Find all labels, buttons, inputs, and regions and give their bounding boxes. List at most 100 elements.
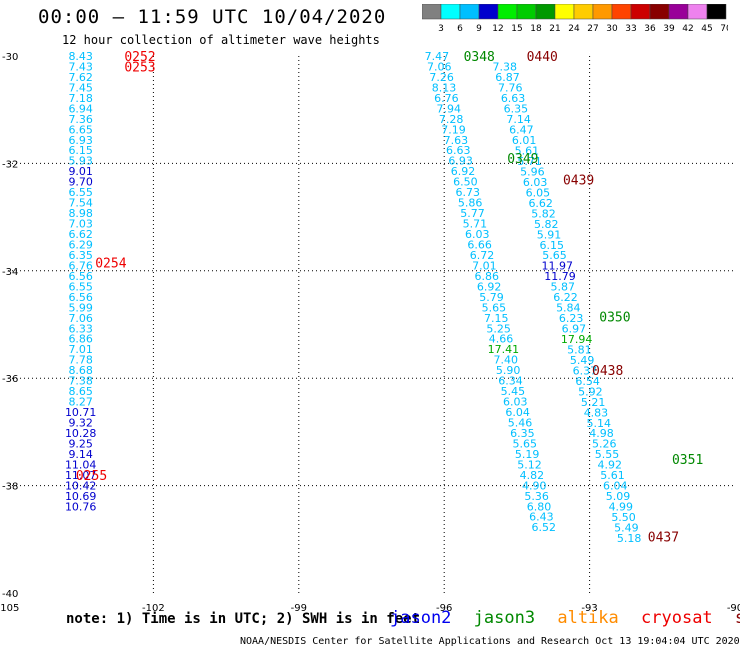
wave-height-value: 9.70 xyxy=(68,176,93,189)
wave-height-value: 6.55 xyxy=(68,186,93,199)
lon-tick-label: -96 xyxy=(436,603,452,614)
wave-height-value: 6.80 xyxy=(527,500,552,513)
wave-height-value: 7.63 xyxy=(444,134,469,147)
wave-height-value: 6.34 xyxy=(498,375,523,388)
color-scale-label: 70 xyxy=(720,24,728,34)
pass-time-label: 0351 xyxy=(672,453,703,468)
wave-height-value: 11.79 xyxy=(544,270,576,283)
color-scale-label: 18 xyxy=(530,24,542,34)
wave-height-value: 6.33 xyxy=(68,322,93,335)
wave-height-value: 7.38 xyxy=(68,375,93,388)
color-scale-legend: 36912151821242730333639424570(ft) xyxy=(422,4,728,34)
pass-time-label: 0438 xyxy=(592,364,623,379)
wave-height-value: 5.14 xyxy=(586,417,611,430)
pass-time-label: 0350 xyxy=(599,310,630,325)
pass-time-label: 0439 xyxy=(563,174,594,189)
lon-tick-label: -105 xyxy=(0,603,19,614)
wave-height-value: 6.97 xyxy=(562,323,587,336)
color-scale-label: 21 xyxy=(549,24,560,34)
lon-tick-label: -90 xyxy=(727,603,740,614)
lat-tick-label: -30 xyxy=(2,52,18,63)
wave-height-value: 6.01 xyxy=(512,134,537,147)
wave-height-value: 6.03 xyxy=(503,396,528,409)
wave-height-value: 6.04 xyxy=(505,406,530,419)
color-scale-label: 15 xyxy=(511,24,522,34)
wave-height-value: 6.63 xyxy=(446,144,471,157)
wave-height-value: 5.92 xyxy=(578,385,603,398)
wave-height-value: 6.94 xyxy=(68,102,93,115)
wave-height-value: 10.71 xyxy=(65,406,97,419)
chart-title: 00:00 – 11:59 UTC 10/04/2020 xyxy=(38,6,387,28)
wave-height-value: 5.96 xyxy=(520,165,545,178)
pass-time-label: 0349 xyxy=(507,152,538,167)
wave-height-value: 7.06 xyxy=(68,312,93,325)
wave-height-value: 6.47 xyxy=(509,124,534,137)
wave-height-value: 5.09 xyxy=(606,490,631,503)
wave-height-value: 5.71 xyxy=(517,155,542,168)
wave-height-value: 5.18 xyxy=(617,532,642,545)
wave-height-value: 10.42 xyxy=(65,479,97,492)
wave-height-value: 6.35 xyxy=(504,103,529,116)
wave-height-value: 5.12 xyxy=(517,458,542,471)
wave-height-value: 6.73 xyxy=(456,186,481,199)
wave-height-value: 5.61 xyxy=(515,145,540,158)
wave-height-value: 6.66 xyxy=(467,238,492,251)
color-scale-label: 42 xyxy=(682,24,693,34)
wave-height-value: 11.04 xyxy=(65,458,97,471)
wave-height-value: 5.49 xyxy=(614,521,639,534)
wave-height-value: 5.99 xyxy=(68,301,93,314)
wave-height-value: 4.66 xyxy=(489,333,514,346)
wave-height-value: 5.21 xyxy=(581,396,606,409)
wave-height-value: 5.90 xyxy=(496,364,521,377)
wave-height-value: 6.62 xyxy=(528,197,553,210)
color-scale-label: 9 xyxy=(476,24,482,34)
wave-height-value: 5.50 xyxy=(611,511,636,524)
wave-height-value: 5.81 xyxy=(567,343,592,356)
wave-height-value: 9.01 xyxy=(68,165,93,178)
wave-height-value: 8.27 xyxy=(68,396,93,409)
wave-height-value: 6.37 xyxy=(573,364,598,377)
legend-jason2: jason2 xyxy=(390,608,452,628)
wave-height-value: 5.61 xyxy=(600,469,625,482)
pass-time-label: 0348 xyxy=(464,50,495,65)
wave-height-value: 7.15 xyxy=(484,312,509,325)
lat-tick-label: -38 xyxy=(2,482,18,493)
wave-height-value: 6.35 xyxy=(68,249,93,262)
wave-height-value: 6.76 xyxy=(68,259,93,272)
wave-height-value: 6.54 xyxy=(575,375,600,388)
wave-height-value: 7.94 xyxy=(437,102,462,115)
wave-height-value: 5.25 xyxy=(486,322,511,335)
wave-height-value: 4.90 xyxy=(522,479,547,492)
wave-height-value: 6.62 xyxy=(68,228,93,241)
wave-height-value: 4.99 xyxy=(609,501,634,514)
wave-height-value: 7.62 xyxy=(68,71,93,84)
wave-height-value: 7.38 xyxy=(493,61,518,74)
legend-altika: altika xyxy=(557,608,619,628)
wave-height-value: 4.92 xyxy=(598,459,623,472)
wave-height-value: 5.82 xyxy=(531,207,556,220)
wave-height-value: 5.87 xyxy=(551,281,576,294)
color-scale-label: 3 xyxy=(438,24,444,34)
color-scale-label: 36 xyxy=(644,24,656,34)
units-note: note: 1) Time is in UTC; 2) SWH is in fe… xyxy=(66,611,421,627)
legend-cryosat: cryosat xyxy=(641,608,713,628)
wave-height-value: 6.86 xyxy=(475,270,500,283)
wave-height-value: 5.71 xyxy=(463,218,488,231)
pass-time-label: 0253 xyxy=(124,61,155,76)
lon-tick-label: -102 xyxy=(142,603,165,614)
wave-height-value: 5.55 xyxy=(595,448,620,461)
wave-height-value: 6.76 xyxy=(434,92,459,105)
color-scale-label: 12 xyxy=(492,24,503,34)
pass-time-label: 0255 xyxy=(76,469,107,484)
wave-height-value: 6.55 xyxy=(68,280,93,293)
wave-height-value: 7.26 xyxy=(429,71,454,84)
wave-height-value: 5.91 xyxy=(537,228,562,241)
wave-height-value: 7.28 xyxy=(439,113,464,126)
wave-height-value: 7.47 xyxy=(425,50,450,63)
wave-height-value: 7.06 xyxy=(427,60,452,73)
wave-height-value: 8.65 xyxy=(68,385,93,398)
wave-height-value: 4.83 xyxy=(584,406,609,419)
wave-height-value: 6.56 xyxy=(68,291,93,304)
wave-height-value: 6.86 xyxy=(68,333,93,346)
